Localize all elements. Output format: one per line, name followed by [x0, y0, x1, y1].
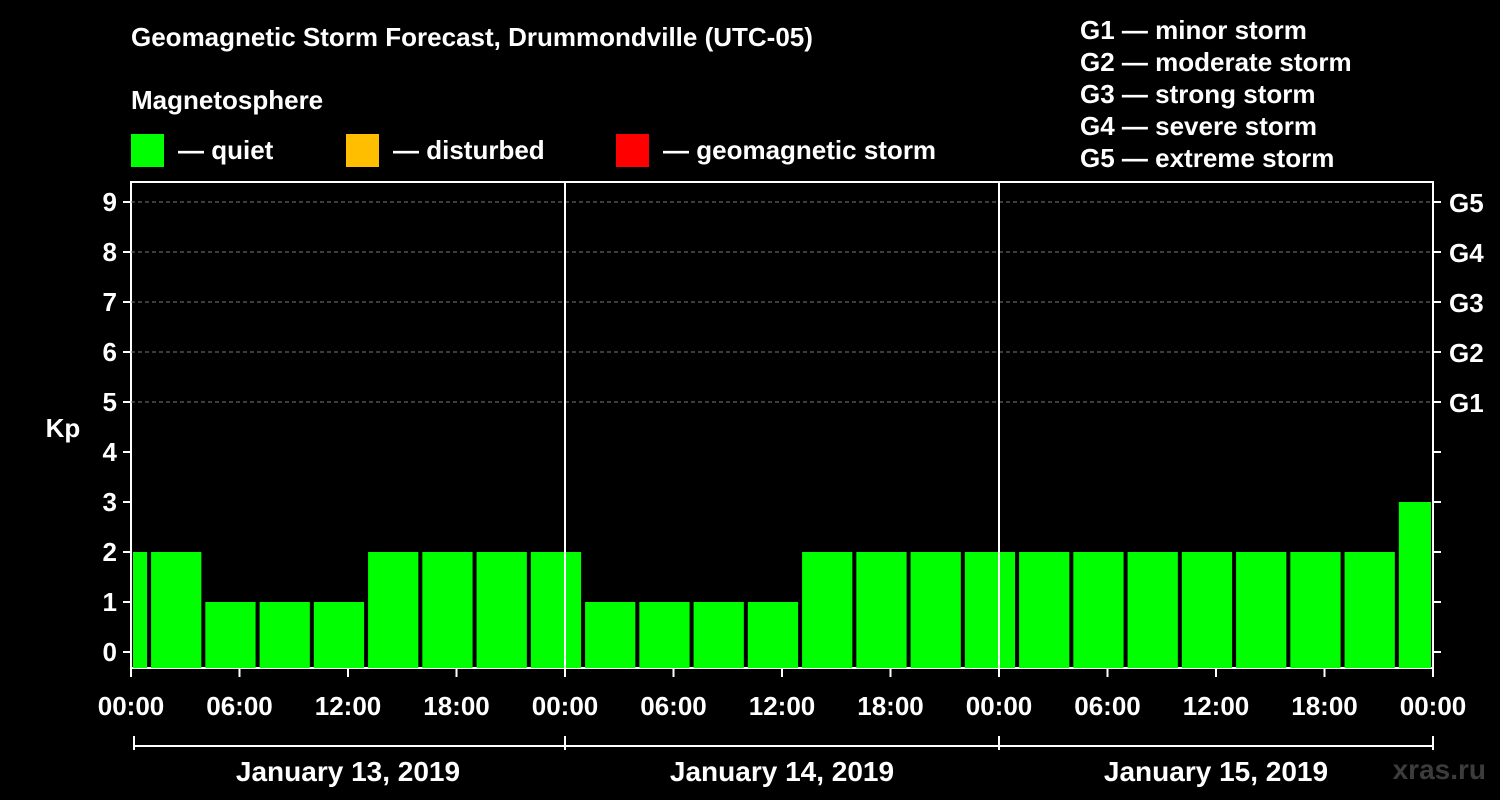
chart-title: Geomagnetic Storm Forecast, Drummondvill…	[131, 22, 813, 52]
y-tick-label-9: 9	[103, 187, 117, 217]
bar-8	[530, 552, 582, 668]
bar-2	[205, 602, 256, 668]
bar-20	[1181, 552, 1233, 668]
bar-18	[1073, 552, 1124, 668]
legend-item-quiet: — quiet	[131, 133, 273, 167]
day-label-0: January 13, 2019	[236, 756, 460, 787]
bar-7	[476, 552, 527, 668]
watermark: xras.ru	[1392, 754, 1486, 785]
legend-swatch-quiet	[131, 133, 164, 167]
x-tick-label-7: 18:00	[857, 691, 924, 721]
bar-0	[133, 552, 148, 668]
x-tick-label-0: 00:00	[98, 691, 165, 721]
y-tick-label-0: 0	[103, 637, 117, 667]
bar-3	[259, 602, 310, 668]
bar-5	[368, 552, 419, 668]
bar-17	[1019, 552, 1070, 668]
storm-scale-g3: G3 — strong storm	[1080, 79, 1316, 109]
day-label-2: January 15, 2019	[1104, 756, 1328, 787]
legend-label-storm: — geomagnetic storm	[663, 134, 937, 165]
bar-13	[802, 552, 853, 668]
y-tick-label-4: 4	[103, 437, 118, 467]
bar-4	[313, 602, 365, 668]
right-label-g3: G3	[1449, 288, 1484, 318]
right-label-g1: G1	[1449, 388, 1484, 418]
x-tick-label-8: 00:00	[966, 691, 1033, 721]
legend-title: Magnetosphere	[131, 85, 324, 115]
legend-label-quiet: — quiet	[178, 134, 274, 165]
x-tick-label-10: 12:00	[1183, 691, 1250, 721]
y-tick-label-3: 3	[103, 487, 117, 517]
bar-6	[422, 552, 473, 668]
bar-19	[1127, 552, 1178, 668]
storm-scale-g1: G1 — minor storm	[1080, 15, 1307, 45]
bar-9	[585, 602, 636, 668]
bar-12	[747, 602, 799, 668]
bar-23	[1344, 552, 1395, 668]
x-tick-label-3: 18:00	[423, 691, 490, 721]
bar-24	[1398, 502, 1431, 668]
bar-10	[639, 602, 690, 668]
x-tick-label-4: 00:00	[532, 691, 599, 721]
x-tick-label-5: 06:00	[640, 691, 707, 721]
right-label-g4: G4	[1449, 238, 1484, 268]
y-tick-label-2: 2	[103, 537, 117, 567]
x-tick-label-11: 18:00	[1291, 691, 1358, 721]
bar-15	[910, 552, 961, 668]
y-axis-label: Kp	[46, 413, 81, 443]
bar-14	[856, 552, 907, 668]
y-tick-label-7: 7	[103, 287, 117, 317]
y-tick-label-5: 5	[103, 387, 117, 417]
right-label-g2: G2	[1449, 338, 1484, 368]
x-tick-label-12: 00:00	[1400, 691, 1467, 721]
storm-scale-legend: G1 — minor storm G2 — moderate storm G3 …	[1080, 14, 1352, 174]
storm-scale-g5: G5 — extreme storm	[1080, 143, 1335, 173]
legend-label-disturbed: — disturbed	[393, 134, 545, 165]
y-tick-label-6: 6	[103, 337, 117, 367]
x-tick-label-9: 06:00	[1074, 691, 1141, 721]
bar-21	[1236, 552, 1287, 668]
bar-1	[151, 552, 202, 668]
bar-16	[964, 552, 1016, 668]
storm-scale-g4: G4 — severe storm	[1080, 111, 1318, 141]
x-tick-label-6: 12:00	[749, 691, 816, 721]
y-tick-label-8: 8	[103, 237, 117, 267]
storm-scale-g2: G2 — moderate storm	[1080, 47, 1352, 77]
x-tick-label-2: 12:00	[315, 691, 382, 721]
legend-swatch-storm	[616, 133, 649, 167]
legend-swatch-disturbed	[346, 133, 379, 167]
legend-item-storm: — geomagnetic storm	[616, 133, 936, 167]
legend-item-disturbed: — disturbed	[346, 133, 545, 167]
bar-11	[693, 602, 744, 668]
day-label-1: January 14, 2019	[670, 756, 894, 787]
right-label-g5: G5	[1449, 188, 1484, 218]
bar-22	[1290, 552, 1341, 668]
x-tick-label-1: 06:00	[206, 691, 273, 721]
y-tick-label-1: 1	[103, 587, 117, 617]
